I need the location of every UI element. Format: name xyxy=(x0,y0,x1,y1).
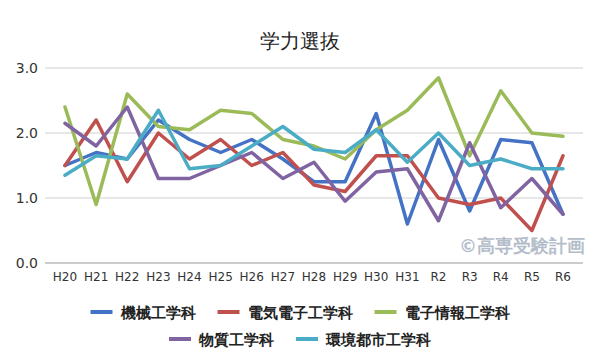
x-tick-label: H27 xyxy=(271,270,295,284)
y-tick-label: 0.0 xyxy=(16,255,38,271)
x-tick-label: H20 xyxy=(53,270,77,284)
x-tick-label: R6 xyxy=(555,270,571,284)
chart: 学力選抜 0.0 1.0 2.0 3.0 H20 H21 H22 H23 H24 H25 H26 H27… xyxy=(0,0,600,360)
grid-line xyxy=(45,133,583,134)
series-line xyxy=(65,114,563,225)
x-tick-label: H22 xyxy=(115,270,139,284)
x-tick-label: H26 xyxy=(240,270,264,284)
legend-label: 電気電子工学科 xyxy=(248,304,353,322)
grid-line xyxy=(45,68,583,69)
x-tick-label: R5 xyxy=(524,270,540,284)
legend-label: 機械工学科 xyxy=(120,304,196,322)
x-tick-label: H31 xyxy=(395,270,419,284)
background xyxy=(0,0,600,360)
series-group xyxy=(65,78,563,231)
legend-swatch xyxy=(296,337,318,341)
legend-item: 電気電子工学科 xyxy=(218,304,353,322)
legend-item: 物質工学科 xyxy=(169,331,274,349)
x-tick-label: H24 xyxy=(177,270,201,284)
title: 学力選抜 xyxy=(260,29,340,53)
grid-line xyxy=(45,263,583,264)
y-tick-label: 2.0 xyxy=(16,125,38,141)
x-tick-label: R2 xyxy=(431,270,447,284)
series-line xyxy=(65,110,563,175)
legend-label: 電子情報工学科 xyxy=(405,304,510,322)
x-tick-label: H25 xyxy=(208,270,232,284)
x-tick-label: H30 xyxy=(364,270,388,284)
series-line xyxy=(65,107,563,221)
legend-item: 機械工学科 xyxy=(91,304,196,322)
x-tick-label: H28 xyxy=(302,270,326,284)
y-tick-label: 1.0 xyxy=(16,190,38,206)
watermark: ©高専受験計画 xyxy=(459,235,585,256)
legend-label: 物質工学科 xyxy=(198,331,274,349)
legend-swatch xyxy=(169,337,191,341)
x-tick-label: H23 xyxy=(146,270,170,284)
legend-item: 電子情報工学科 xyxy=(375,304,510,322)
legend-label: 環境都市工学科 xyxy=(325,331,431,349)
x-tick-label: R3 xyxy=(462,270,478,284)
x-tick-label: R4 xyxy=(493,270,509,284)
legend-swatch xyxy=(91,310,113,314)
legend-swatch xyxy=(375,310,397,314)
legend-swatch xyxy=(218,310,240,314)
legend-item: 環境都市工学科 xyxy=(296,331,431,349)
y-tick-label: 3.0 xyxy=(16,60,38,76)
x-tick-label: H21 xyxy=(84,270,108,284)
x-tick-label: H29 xyxy=(333,270,357,284)
